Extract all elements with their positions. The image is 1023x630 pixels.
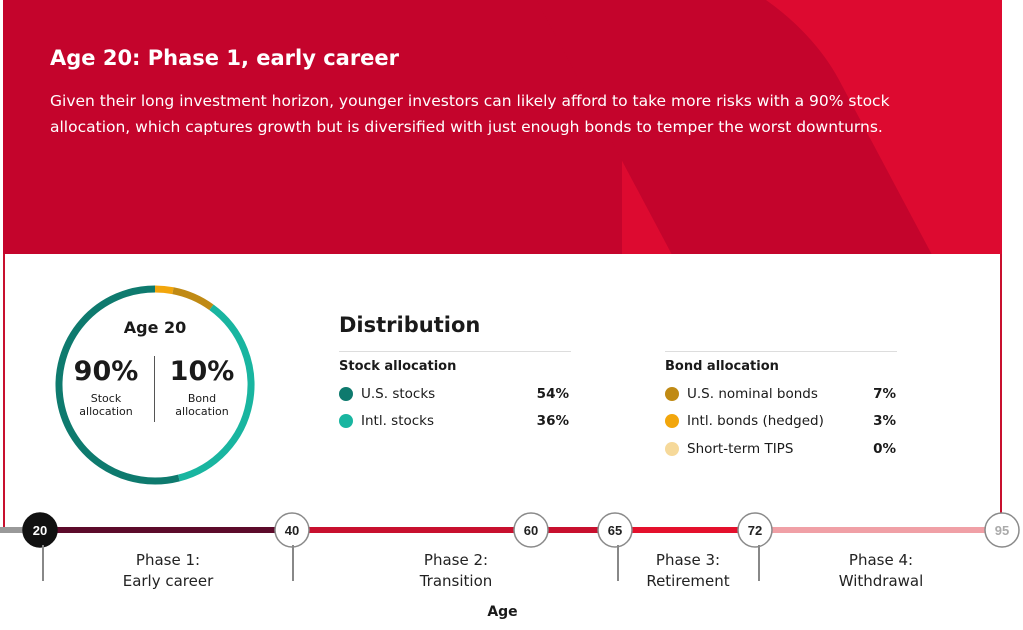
list-item: Intl. bonds (hedged) — [665, 413, 824, 429]
page-description: Given their long investment horizon, you… — [50, 92, 890, 136]
legend-value: 3% — [873, 413, 896, 429]
page-title: Age 20: Phase 1, early career — [50, 46, 400, 70]
donut-divider — [154, 356, 155, 422]
phase-tick — [42, 545, 44, 581]
list-item: Short-term TIPS — [665, 441, 793, 457]
age-marker-20[interactable] — [22, 512, 58, 548]
allocation-donut-chart — [55, 285, 255, 485]
age-marker-label: 20 — [33, 523, 47, 538]
phase-label-line1: Phase 2: — [423, 551, 489, 569]
phase-label-line1: Phase 4: — [848, 551, 914, 569]
legend-swatch — [665, 442, 679, 456]
bond-allocation-label: Bond allocation — [160, 392, 244, 418]
stock-allocation-label: Stock allocation — [64, 392, 148, 418]
bond-allocation-percent: 10% — [169, 356, 235, 387]
donut-slice-u-s-nominal-bonds — [172, 287, 214, 311]
donut-slice-u-s-stocks — [55, 285, 180, 485]
x-axis-label: Age — [487, 604, 518, 620]
legend-value: 7% — [873, 386, 896, 402]
legend-value: 36% — [536, 413, 569, 429]
legend-swatch — [339, 414, 353, 428]
phase-tick — [758, 545, 760, 581]
age-marker-72[interactable] — [737, 512, 773, 548]
stock-column-rule — [339, 351, 571, 352]
legend-label: Intl. bonds (hedged) — [687, 413, 824, 429]
phase-label-line2: Transition — [419, 572, 493, 590]
header-banner — [3, 0, 1002, 254]
donut-slice-intl-stocks — [177, 304, 255, 482]
phase-label-3: Phase 3: Retirement — [618, 550, 758, 592]
stock-allocation-heading: Stock allocation — [339, 359, 457, 374]
legend-swatch — [665, 414, 679, 428]
legend-label: U.S. nominal bonds — [687, 386, 818, 402]
phase-tick — [292, 545, 294, 581]
age-marker-label: 65 — [608, 523, 622, 538]
legend-label: Intl. stocks — [361, 413, 435, 429]
list-item: U.S. nominal bonds — [665, 386, 818, 402]
phase-label-line2: Retirement — [646, 572, 730, 590]
age-marker-65[interactable] — [597, 512, 633, 548]
age-marker-label: 72 — [748, 523, 762, 538]
bond-column-rule — [665, 351, 897, 352]
legend-value: 0% — [873, 441, 896, 457]
phase-label-4: Phase 4: Withdrawal — [811, 550, 951, 592]
legend-label: U.S. stocks — [361, 386, 436, 402]
distribution-title: Distribution — [339, 313, 481, 337]
bond-allocation-label-line2: allocation — [175, 405, 229, 418]
phase-label-line2: Early career — [122, 572, 214, 590]
bond-allocation-label-line1: Bond — [187, 392, 217, 405]
phase-label-line1: Phase 1: — [135, 551, 201, 569]
phase-label-2: Phase 2: Transition — [386, 550, 526, 592]
bond-allocation-heading: Bond allocation — [665, 359, 779, 374]
legend-swatch — [339, 387, 353, 401]
list-item: U.S. stocks — [339, 386, 435, 402]
donut-slice-intl-bonds-hedged — [154, 285, 174, 295]
age-marker-label: 95 — [995, 523, 1009, 538]
phase-label-1: Phase 1: Early career — [98, 550, 238, 592]
donut-title: Age 20 — [123, 318, 187, 337]
legend-swatch — [665, 387, 679, 401]
phase-label-line2: Withdrawal — [838, 572, 924, 590]
legend-value: 54% — [536, 386, 569, 402]
phase-tick — [617, 545, 619, 581]
age-marker-60[interactable] — [513, 512, 549, 548]
age-marker-label: 40 — [285, 523, 299, 538]
stock-allocation-percent: 90% — [73, 356, 139, 387]
legend-label: Short-term TIPS — [687, 441, 794, 457]
stock-allocation-label-line1: Stock — [90, 392, 122, 405]
age-marker-95[interactable] — [984, 512, 1020, 548]
age-timeline: 20 40 60 65 72 95 — [0, 512, 1020, 548]
phase-label-line1: Phase 3: — [655, 551, 721, 569]
list-item: Intl. stocks — [339, 413, 434, 429]
stock-allocation-label-line2: allocation — [79, 405, 133, 418]
age-marker-label: 60 — [524, 523, 538, 538]
